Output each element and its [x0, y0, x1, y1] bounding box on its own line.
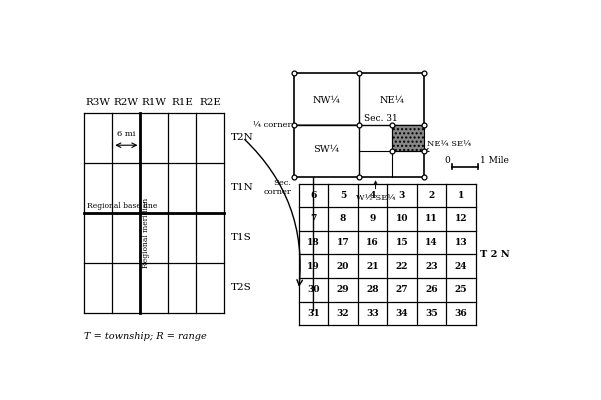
Text: 35: 35 [425, 309, 438, 318]
Text: T1N: T1N [231, 183, 254, 192]
Text: 7: 7 [310, 214, 317, 224]
Text: 22: 22 [395, 262, 408, 271]
Text: SW¼: SW¼ [314, 144, 340, 154]
Text: 1 Mile: 1 Mile [480, 156, 509, 165]
Text: 30: 30 [307, 285, 320, 294]
Text: R1W: R1W [142, 98, 167, 106]
Text: 26: 26 [425, 285, 438, 294]
Text: 16: 16 [366, 238, 379, 247]
Text: 6: 6 [310, 191, 317, 200]
Text: T2S: T2S [231, 283, 252, 292]
Text: 25: 25 [455, 285, 467, 294]
Bar [294, 73, 424, 177]
Text: 1: 1 [458, 191, 464, 200]
Text: 20: 20 [337, 262, 349, 271]
Text: 13: 13 [454, 238, 468, 247]
Text: 9: 9 [369, 214, 376, 224]
Text: 8: 8 [340, 214, 346, 224]
Text: 21: 21 [366, 262, 379, 271]
Text: 36: 36 [454, 309, 468, 318]
Text: T2N: T2N [231, 133, 254, 142]
Text: ¼ corner: ¼ corner [253, 121, 291, 129]
Text: 24: 24 [455, 262, 467, 271]
Text: R3W: R3W [86, 98, 111, 106]
Text: 10: 10 [395, 214, 408, 224]
Text: NE¼: NE¼ [379, 96, 404, 106]
Text: 0: 0 [444, 156, 450, 165]
Text: 17: 17 [337, 238, 349, 247]
Text: 14: 14 [425, 238, 438, 247]
Text: R2W: R2W [114, 98, 139, 106]
Text: 3: 3 [398, 191, 405, 200]
Text: 29: 29 [337, 285, 349, 294]
Text: NW¼: NW¼ [313, 96, 341, 106]
Text: 33: 33 [366, 309, 379, 318]
Text: T 2 N: T 2 N [480, 250, 510, 259]
Bar [392, 125, 424, 151]
Text: 6 mi: 6 mi [117, 130, 136, 138]
Text: 28: 28 [366, 285, 379, 294]
Text: 23: 23 [425, 262, 438, 271]
Text: 4: 4 [370, 191, 376, 200]
Text: 32: 32 [337, 309, 349, 318]
Text: 27: 27 [395, 285, 408, 294]
Text: T1S: T1S [231, 233, 252, 242]
Text: Sec. 31: Sec. 31 [364, 114, 398, 124]
Text: 5: 5 [340, 191, 346, 200]
Text: 2: 2 [429, 191, 435, 200]
Text: 11: 11 [425, 214, 438, 224]
Text: R 2 E: R 2 E [371, 165, 404, 176]
Text: 31: 31 [307, 309, 320, 318]
Text: 34: 34 [395, 309, 408, 318]
Text: 18: 18 [307, 238, 320, 247]
Text: 15: 15 [395, 238, 408, 247]
Text: NE¼ SE¼: NE¼ SE¼ [426, 140, 471, 152]
Text: Regional meridian: Regional meridian [142, 198, 150, 268]
Text: W½ SE¼: W½ SE¼ [356, 181, 395, 202]
Text: 19: 19 [307, 262, 320, 271]
Text: Sec.
corner: Sec. corner [264, 179, 291, 196]
Text: Regional base line: Regional base line [87, 202, 157, 210]
Text: T = township; R = range: T = township; R = range [84, 332, 206, 341]
Text: R2E: R2E [200, 98, 221, 106]
Text: R1E: R1E [171, 98, 193, 106]
Text: 12: 12 [454, 214, 467, 224]
